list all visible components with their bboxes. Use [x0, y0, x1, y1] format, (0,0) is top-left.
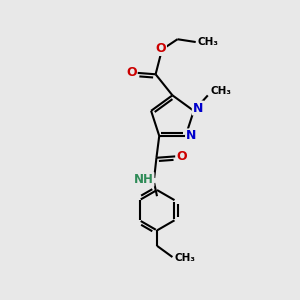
Text: O: O: [176, 150, 187, 163]
Text: N: N: [193, 101, 203, 115]
Text: O: O: [155, 42, 166, 55]
Text: O: O: [126, 66, 136, 80]
Text: N: N: [186, 129, 196, 142]
Text: CH₃: CH₃: [175, 254, 196, 263]
Text: CH₃: CH₃: [210, 86, 231, 96]
Text: NH: NH: [134, 173, 154, 186]
Text: CH₃: CH₃: [198, 37, 219, 47]
